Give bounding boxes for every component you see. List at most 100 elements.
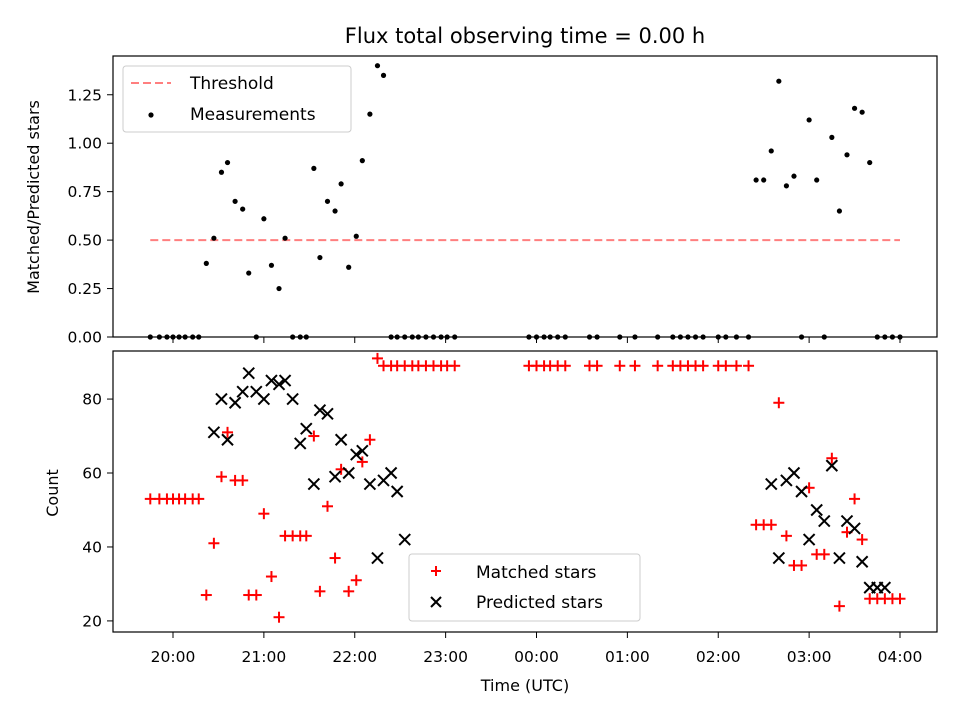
bottom-x-ticks: 20:00 21:00 22:00 23:00 00:00 01:00 02:00 03:00… [151, 632, 922, 666]
matched-star-point [796, 559, 808, 571]
top-y-ticks: 0.00 0.25 0.50 0.75 1.00 1.25 [67, 86, 113, 347]
measurement-point [851, 105, 858, 111]
measurement-point [211, 235, 217, 241]
top-ytick-label: 0.00 [67, 329, 102, 347]
predicted-star-point [350, 448, 363, 461]
bottom-y-ticks: 20 40 60 80 [82, 391, 113, 630]
predicted-legend-swatch [430, 596, 442, 608]
matched-legend-swatch [431, 566, 441, 576]
measurement-point [806, 117, 812, 123]
bottom-legend-box [408, 553, 641, 622]
matched-star-point [208, 537, 220, 549]
predicted-star-point [215, 392, 228, 406]
matched-star-point [371, 352, 383, 364]
matched-star-point [250, 589, 262, 601]
measurement-point [859, 109, 865, 115]
matched-star-point [765, 519, 777, 531]
measurement-point [268, 262, 275, 268]
predicted-star-point [878, 581, 892, 594]
top-ylabel: Matched/Predicted stars [24, 100, 43, 294]
predicted-star-point [802, 533, 816, 546]
measurement-point [218, 169, 225, 175]
bottom-panel: Count Time (UTC) 20 40 60 80 20:00 21:00 22:0… [43, 350, 938, 695]
bottom-xtick-label: 01:00 [605, 648, 650, 666]
measurement-point [829, 134, 835, 140]
top-legend: Threshold Measurements [122, 65, 352, 133]
predicted-star-point [278, 374, 292, 387]
predicted-star-point [818, 514, 831, 528]
bottom-ytick-label: 80 [82, 391, 102, 409]
measurement-point [246, 270, 252, 276]
predicted-star-point [772, 551, 786, 565]
matched-star-point [193, 493, 205, 505]
predicted-star-point [265, 374, 278, 387]
predicted-star-point [321, 407, 334, 421]
top-axes-frame [112, 55, 938, 338]
predicted-star-point [371, 551, 384, 565]
matched-star-point [652, 360, 664, 372]
measurement-point [276, 285, 282, 292]
bottom-ytick-label: 20 [82, 612, 102, 630]
measurement-point [761, 177, 767, 183]
predicted-star-point [398, 533, 411, 546]
measurement-point [753, 177, 759, 183]
measurement-point [814, 177, 820, 183]
matched-star-point [833, 600, 845, 612]
measurement-point [836, 208, 843, 214]
top-ytick-label: 0.50 [67, 232, 102, 250]
measurement-point [380, 72, 387, 78]
measurement-point [374, 63, 381, 69]
top-title: Flux total observing time = 0.00 h [345, 24, 705, 48]
bottom-xlabel: Time (UTC) [480, 676, 569, 695]
bottom-ytick-label: 40 [82, 538, 102, 556]
threshold-legend-label: Threshold [189, 74, 274, 94]
matched-star-point [591, 360, 603, 372]
bottom-axes-frame [112, 350, 938, 633]
measurement-point [317, 254, 323, 261]
measurement-point [240, 206, 246, 212]
matched-star-point [356, 456, 368, 468]
measurement-point [232, 198, 238, 204]
predicted-legend-label: Predicted stars [476, 593, 603, 613]
bottom-plot-area [144, 352, 906, 623]
predicted-star-point [257, 392, 271, 406]
measurement-point [776, 78, 782, 84]
predicted-star-point [384, 466, 398, 480]
predicted-star-point [286, 392, 299, 406]
measurement-point [224, 159, 231, 166]
predicted-star-point [765, 477, 778, 491]
matched-star-point [894, 593, 906, 605]
matched-star-point [364, 434, 376, 446]
measurement-point [844, 152, 850, 158]
matched-star-point [237, 474, 249, 486]
matched-star-point [818, 548, 830, 560]
top-ytick-label: 0.25 [67, 280, 102, 298]
measurements-legend-swatch [148, 112, 154, 118]
matched-star-point [215, 471, 227, 483]
predicted-star-point [787, 466, 801, 480]
predicted-star-point [363, 477, 377, 491]
predicted-star-point [795, 485, 808, 498]
measurement-point [353, 233, 359, 239]
matched-star-point [300, 530, 312, 542]
predicted-star-point [328, 470, 342, 483]
bottom-xtick-label: 23:00 [423, 648, 468, 666]
matched-star-point [849, 493, 861, 505]
bottom-xtick-label: 00:00 [514, 648, 559, 666]
measurement-point [203, 260, 209, 266]
predicted-star-point [390, 485, 404, 498]
matched-star-point [449, 360, 461, 372]
measurement-point [367, 111, 373, 117]
predicted-star-point [272, 378, 286, 391]
top-legend-box [122, 65, 352, 133]
matched-star-point [720, 360, 732, 372]
matched-star-point [258, 508, 270, 520]
matched-star-point [273, 611, 285, 623]
matched-star-point [856, 534, 868, 546]
measurements-legend-label: Measurements [190, 105, 316, 125]
measurement-point [261, 216, 267, 222]
predicted-star-point [221, 433, 234, 446]
top-ytick-label: 0.75 [67, 183, 102, 201]
predicted-star-point [313, 403, 327, 417]
bottom-xtick-label: 21:00 [242, 648, 287, 666]
